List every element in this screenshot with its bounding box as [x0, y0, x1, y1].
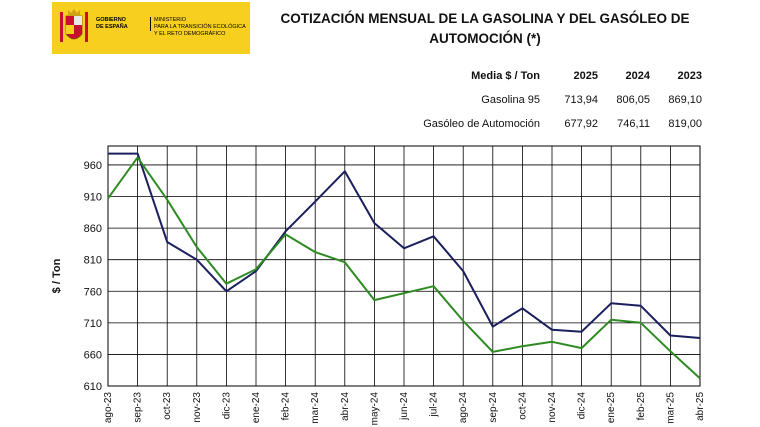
stats-header-2023: 2023	[677, 70, 702, 82]
x-tick-label: oct-23	[162, 392, 173, 420]
x-tick-label: feb-25	[636, 392, 647, 421]
y-axis-label: $ / Ton	[51, 258, 63, 293]
x-tick-label: may-24	[369, 392, 380, 426]
stats-value-2025: 713,94	[564, 94, 598, 106]
x-tick-label: ene-24	[251, 392, 262, 424]
y-tick-label: 810	[84, 255, 102, 267]
coat-of-arms-icon	[60, 9, 88, 42]
stats-header-2024: 2024	[625, 70, 650, 82]
x-tick-label: sep-23	[133, 392, 144, 423]
y-tick-label: 610	[84, 381, 102, 393]
stats-value-2024: 806,05	[616, 94, 650, 106]
chart-title: COTIZACIÓN MENSUAL DE LA GASOLINA Y DEL …	[280, 11, 690, 46]
x-tick-label: dic-23	[221, 392, 232, 420]
x-tick-label: abr-25	[695, 392, 706, 421]
stats-header-2025: 2025	[573, 70, 598, 82]
x-tick-label: jun-24	[399, 392, 410, 421]
stats-header-label: Media $ / Ton	[471, 70, 540, 82]
x-tick-label: feb-24	[281, 392, 292, 421]
x-tick-label: mar-25	[665, 392, 676, 424]
stats-row-label: Gasóleo de Automoción	[423, 118, 540, 130]
stats-value-2025: 677,92	[564, 118, 598, 130]
y-tick-label: 910	[84, 192, 102, 204]
stats-row-gasolina: Gasolina 95 713,94 806,05 869,10	[380, 94, 710, 118]
x-tick-label: jul-24	[429, 392, 440, 418]
series-line-gasoleo	[107, 156, 701, 380]
x-tick-label: nov-24	[547, 392, 558, 423]
stats-row-gasoleo: Gasóleo de Automoción 677,92 746,11 819,…	[380, 118, 710, 142]
stats-table: Media $ / Ton 2025 2024 2023 Gasolina 95…	[380, 70, 710, 142]
y-tick-label: 710	[84, 318, 102, 330]
y-tick-label: 760	[84, 286, 102, 298]
x-tick-label: ene-25	[606, 392, 617, 424]
y-tick-label: 860	[84, 223, 102, 235]
x-tick-label: sep-24	[488, 392, 499, 423]
series-line-gasolina	[108, 152, 701, 339]
x-tick-label: mar-24	[310, 392, 321, 424]
y-tick-label: 660	[84, 349, 102, 361]
stats-value-2023: 819,00	[668, 118, 702, 130]
y-tick-label: 960	[84, 160, 102, 172]
x-tick-label: oct-24	[517, 392, 528, 420]
stats-header-row: Media $ / Ton 2025 2024 2023	[380, 70, 710, 94]
ministry-label: MINISTERIO PARA LA TRANSICIÓN ECOLÓGICA …	[154, 17, 246, 37]
x-tick-label: ago-24	[458, 392, 469, 424]
stats-row-label: Gasolina 95	[481, 94, 540, 106]
stats-value-2023: 869,10	[668, 94, 702, 106]
stats-value-2024: 746,11	[617, 118, 650, 130]
government-label: GOBIERNO DE ESPAÑA	[96, 17, 151, 31]
x-tick-label: ago-23	[103, 392, 114, 424]
x-tick-label: abr-24	[340, 392, 351, 421]
x-tick-label: nov-23	[192, 392, 203, 423]
government-logo: GOBIERNO DE ESPAÑA MINISTERIO PARA LA TR…	[52, 2, 250, 54]
x-tick-label: dic-24	[577, 392, 588, 420]
